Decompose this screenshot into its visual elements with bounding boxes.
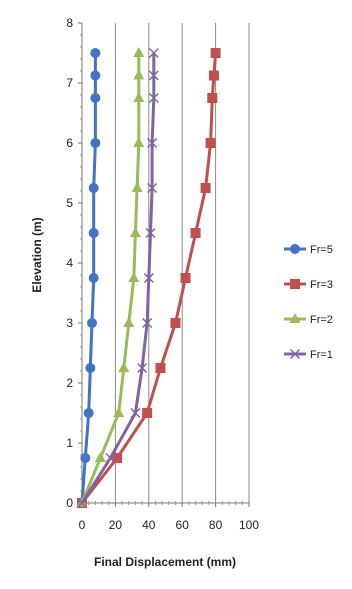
series-line bbox=[80, 53, 156, 504]
series-fr-2 bbox=[76, 47, 145, 507]
data-point bbox=[143, 272, 154, 284]
data-point bbox=[123, 317, 135, 327]
data-point bbox=[90, 138, 101, 148]
x-tick-label: 60 bbox=[176, 518, 190, 532]
legend-label: Fr=1 bbox=[310, 349, 333, 361]
x-tick-label: 100 bbox=[239, 518, 259, 532]
data-point bbox=[142, 317, 153, 329]
data-point bbox=[147, 137, 158, 149]
data-point bbox=[90, 48, 101, 58]
x-mark-stroke bbox=[147, 182, 158, 194]
data-point bbox=[76, 497, 88, 509]
x-mark-stroke bbox=[148, 70, 159, 81]
legend-label: Fr=3 bbox=[310, 279, 333, 291]
data-point bbox=[148, 47, 159, 59]
y-tick-label: 1 bbox=[66, 436, 73, 450]
y-tick-label: 2 bbox=[66, 376, 73, 390]
legend-marker bbox=[289, 313, 301, 323]
data-point bbox=[147, 182, 158, 194]
x-mark-stroke bbox=[147, 137, 158, 149]
data-point bbox=[129, 227, 141, 237]
legend-label: Fr=2 bbox=[310, 314, 333, 326]
data-point bbox=[113, 407, 125, 417]
data-point bbox=[88, 228, 99, 238]
data-point bbox=[207, 93, 218, 103]
y-tick-label: 5 bbox=[66, 196, 73, 210]
data-point bbox=[200, 183, 211, 193]
x-mark-stroke bbox=[137, 362, 148, 374]
legend-marker bbox=[290, 244, 300, 254]
x-mark-stroke bbox=[143, 272, 154, 284]
x-mark-stroke bbox=[142, 317, 153, 329]
series-fr-5 bbox=[77, 48, 101, 508]
data-point bbox=[90, 70, 101, 81]
legend-label: Fr=5 bbox=[310, 244, 333, 256]
data-point bbox=[137, 362, 148, 374]
data-point bbox=[133, 69, 145, 80]
legend-marker bbox=[290, 279, 300, 289]
data-point bbox=[85, 363, 96, 373]
x-tick-label: 0 bbox=[79, 518, 86, 532]
data-point bbox=[208, 70, 219, 81]
series-fr-3 bbox=[77, 48, 221, 508]
data-point bbox=[133, 137, 145, 147]
y-tick-label: 8 bbox=[66, 16, 73, 30]
data-point bbox=[88, 183, 99, 193]
legend-item: Fr=2 bbox=[284, 313, 333, 326]
data-point bbox=[148, 92, 159, 104]
y-tick-label: 0 bbox=[66, 496, 73, 510]
series-group bbox=[76, 47, 221, 509]
legend-marker bbox=[289, 348, 301, 360]
x-mark-stroke bbox=[105, 452, 116, 464]
legend: Fr=5 Fr=3 Fr=2 Fr=1 bbox=[284, 244, 333, 361]
x-tick-label: 80 bbox=[209, 518, 223, 532]
data-point bbox=[133, 47, 145, 57]
data-point bbox=[190, 228, 201, 238]
y-tick-label: 3 bbox=[66, 316, 73, 330]
data-point bbox=[94, 452, 106, 462]
x-mark-stroke bbox=[76, 497, 88, 509]
data-point bbox=[145, 227, 156, 239]
data-point bbox=[118, 362, 130, 372]
x-tick-label: 20 bbox=[109, 518, 123, 532]
x-mark-stroke bbox=[130, 407, 141, 419]
y-tick-label: 6 bbox=[66, 136, 73, 150]
x-mark-stroke bbox=[148, 47, 159, 59]
data-point bbox=[170, 318, 181, 328]
data-point bbox=[90, 93, 101, 103]
y-tick-label: 4 bbox=[66, 256, 73, 270]
data-point bbox=[128, 272, 140, 282]
data-point bbox=[88, 273, 99, 283]
data-point bbox=[130, 407, 141, 419]
legend-item: Fr=1 bbox=[284, 348, 333, 361]
x-tick-label: 40 bbox=[142, 518, 156, 532]
data-point bbox=[131, 182, 143, 192]
data-point bbox=[105, 452, 116, 464]
data-point bbox=[148, 70, 159, 81]
data-point bbox=[210, 48, 221, 58]
data-point bbox=[112, 453, 123, 463]
data-point bbox=[142, 408, 153, 418]
x-mark-stroke bbox=[289, 348, 301, 360]
x-mark-stroke bbox=[148, 92, 159, 104]
data-point bbox=[205, 138, 216, 148]
legend-item: Fr=5 bbox=[284, 244, 333, 256]
legend-item: Fr=3 bbox=[284, 279, 333, 291]
data-point bbox=[87, 318, 98, 328]
data-point bbox=[80, 453, 91, 463]
x-mark-stroke bbox=[145, 227, 156, 239]
y-axis-title: Elevation (m) bbox=[30, 217, 44, 292]
data-point bbox=[155, 363, 166, 373]
series-fr-1 bbox=[76, 47, 159, 509]
x-axis-title: Final Displacement (mm) bbox=[94, 555, 236, 569]
y-tick-label: 7 bbox=[66, 76, 73, 90]
data-point bbox=[83, 408, 94, 418]
data-point bbox=[133, 92, 145, 102]
data-point bbox=[180, 273, 191, 283]
